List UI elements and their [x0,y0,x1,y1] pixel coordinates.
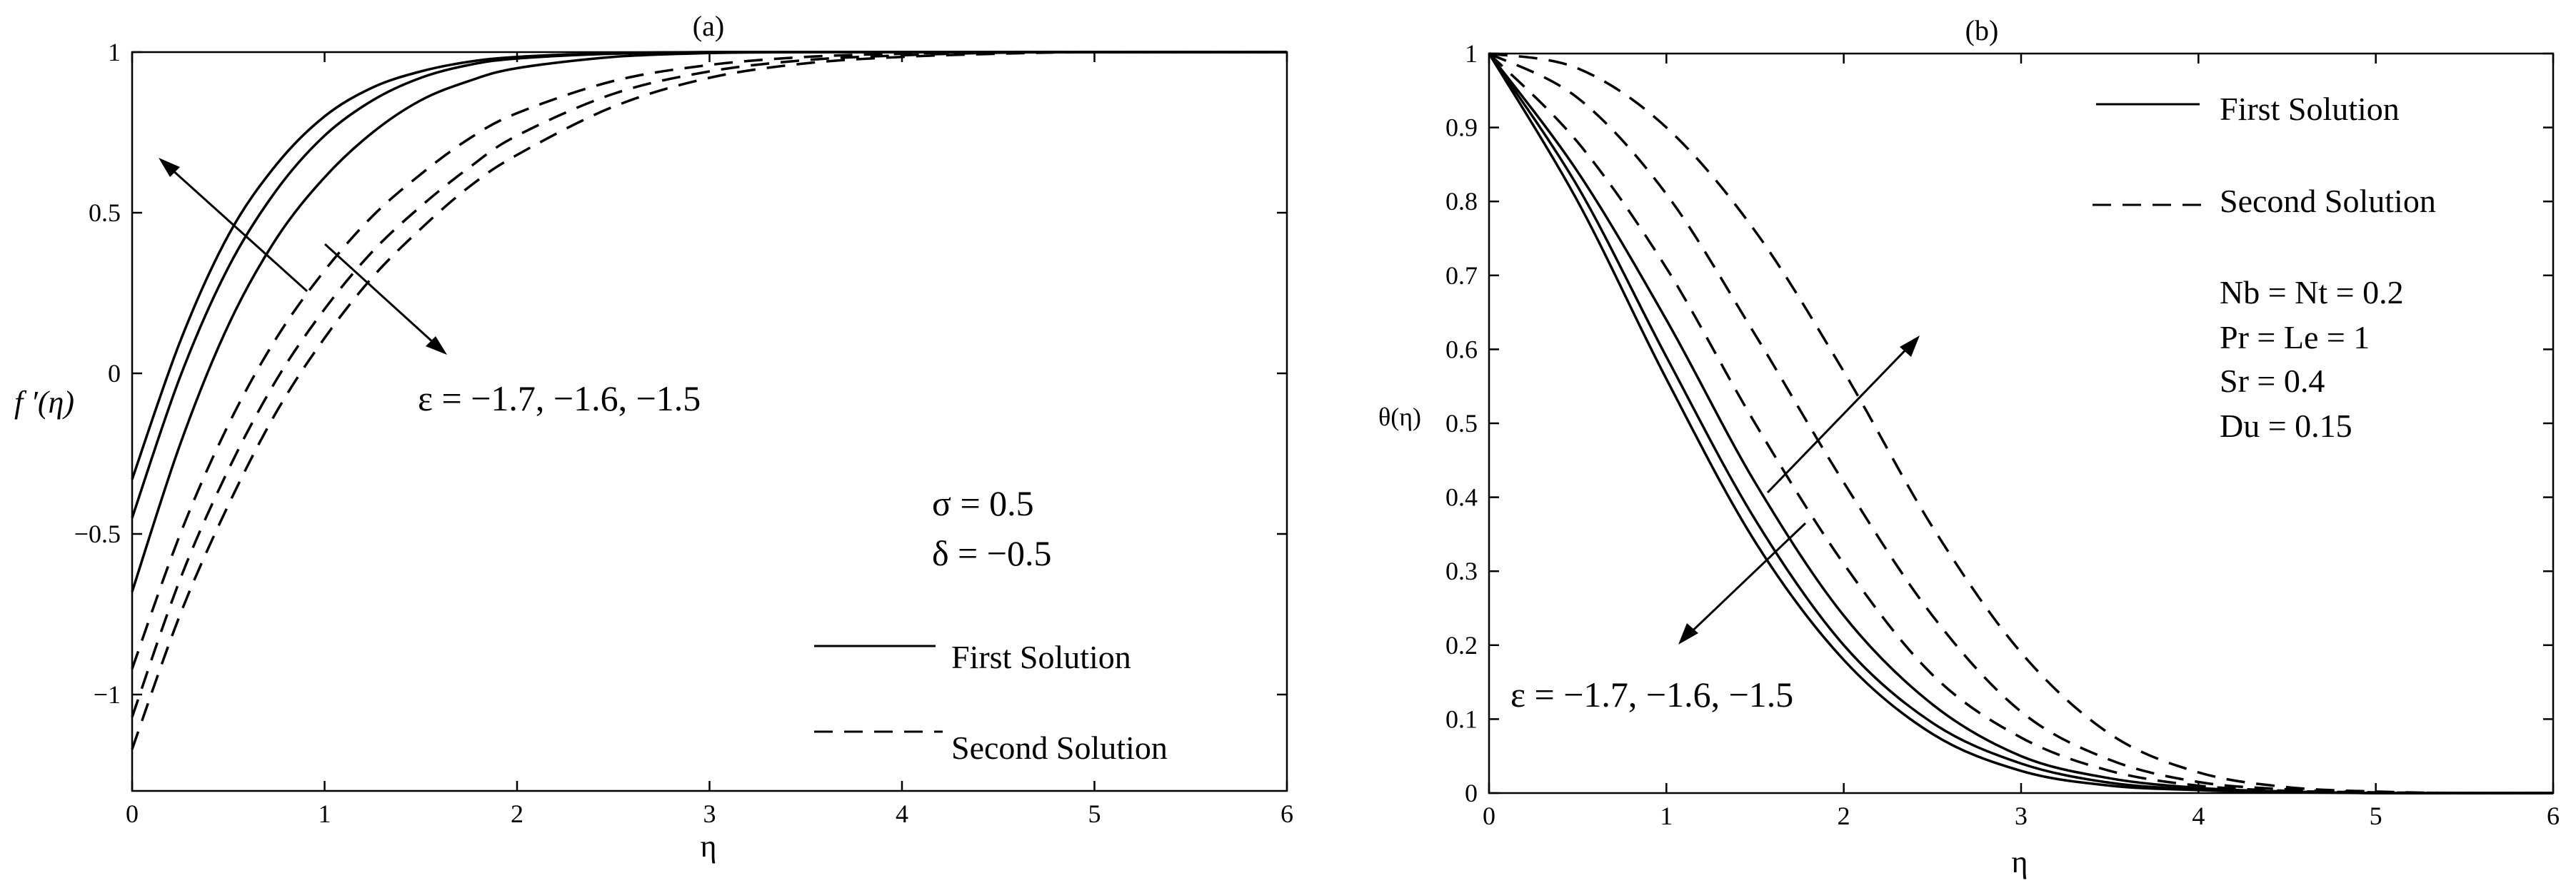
panel-a-legend-second-label: Second Solution [951,730,1168,766]
panel-a-param-delta: δ = −0.5 [932,533,1051,573]
panel-a-series-second-5 [131,51,1288,718]
panel-b-xlabel: η [2011,844,2028,879]
panel-a-xtick-label: 3 [703,799,716,828]
panel-b-ytick-label: 0 [1465,779,1478,807]
panel-a-series-second-6 [131,51,1288,750]
panel-b-ylabel: θ(η) [1378,403,1421,431]
panel-b-series-second-6 [1488,52,2554,794]
panel-b-series-second-4 [1488,52,2554,794]
panel-b-ytick-label: 0.2 [1445,631,1478,660]
panel-a-series-second-4 [131,51,1287,670]
panel-a-xtick-label: 1 [319,799,331,828]
panel-b-xtick-label: 4 [2192,802,2205,830]
panel-b-ytick-label: 0.6 [1445,335,1478,363]
panel-a-arrow-second [324,243,443,351]
panel-a-arrow-first [163,161,309,293]
panel-b-xtick-label: 1 [1660,802,1673,830]
panel-a-series-first-2 [131,51,1287,519]
panel-b-legend-second-label: Second Solution [2220,183,2436,219]
panel-b-xtick-label: 3 [2015,802,2028,830]
panel-b-param-pr-le: Pr = Le = 1 [2220,319,2370,355]
panel-b-arrow-second [1766,340,1915,494]
panel-b-ytick-label: 0.3 [1445,557,1478,585]
panel-b-param-sr: Sr = 0.4 [2220,363,2325,399]
panel-a-ytick-label: 1 [108,38,121,66]
panel-b-param-du: Du = 0.15 [2220,408,2352,444]
panel-a-ytick-label: 0 [108,359,121,388]
panel-b-epsilon-label: ε = −1.7, −1.6, −1.5 [1510,675,1793,715]
panel-b-xtick-label: 5 [2370,802,2382,830]
panel-a-ylabel: f ′(η) [14,385,74,420]
panel-a-ytick-label: −0.5 [74,520,121,548]
panel-b-ticks: 0 1 2 3 4 5 6 0 0.1 0.2 0.3 0.4 0.5 0.6 0.7 0.8 0.9 1 [1445,39,2560,830]
panel-b-xtick-label: 2 [1838,802,1850,830]
panel-b-title: (b) [1965,14,1999,46]
panel-b: (b) 0 1 2 3 4 5 6 0 0.1 0.2 0.3 0.4 0.5 0.6 0.7 0.8 0.9 1… [1378,14,2560,879]
panel-a-xtick-label: 5 [1088,799,1101,828]
panel-a-epsilon-label: ε = −1.7, −1.6, −1.5 [418,378,701,418]
panel-a-xtick-label: 4 [896,799,908,828]
panel-a-ytick-label: 0.5 [89,198,121,227]
panel-a-xtick-label: 0 [126,799,139,828]
panel-b-arrowhead-second [1900,335,1920,357]
panel-b-curves [1488,52,2554,794]
panel-a-curves [131,51,1288,750]
panel-a-xlabel: η [700,829,716,864]
panel-b-ytick-label: 0.9 [1445,113,1478,142]
panel-b-xtick-label: 0 [1483,802,1495,830]
panel-b-arrow-first [1683,522,1807,640]
panel-b-arrowhead-first [1678,623,1698,645]
panel-b-param-nb-nt: Nb = Nt = 0.2 [2220,274,2404,311]
panel-b-ytick-label: 0.7 [1445,261,1478,290]
panel-b-ytick-label: 0.5 [1445,409,1478,438]
panel-b-ytick-label: 0.1 [1445,705,1478,733]
panel-a: (a) 0 1 2 3 4 5 6 −1 −0.5 0 0.5 1 η f ′(η) ε = −1.7… [14,10,1293,864]
panel-b-ytick-label: 0.8 [1445,187,1478,216]
panel-b-ytick-label: 0.4 [1445,483,1478,512]
panel-b-legend-first-label: First Solution [2220,91,2400,127]
panel-b-xtick-label: 6 [2547,802,2560,830]
panel-a-ytick-label: −1 [94,680,121,709]
panel-a-ticks: 0 1 2 3 4 5 6 −1 −0.5 0 0.5 1 [74,38,1293,828]
panel-a-arrowhead-second [426,336,447,355]
panel-a-legend-first-label: First Solution [951,639,1131,675]
panel-a-xtick-label: 6 [1281,799,1293,828]
panel-a-arrowhead-first [159,158,180,177]
panel-a-series-first-1 [131,51,1287,480]
panel-a-plot-frame [131,51,1288,792]
panel-a-param-sigma: σ = 0.5 [932,483,1034,523]
panel-a-xtick-label: 2 [511,799,523,828]
panel-a-title: (a) [693,10,724,42]
panel-b-ytick-label: 1 [1465,39,1478,68]
